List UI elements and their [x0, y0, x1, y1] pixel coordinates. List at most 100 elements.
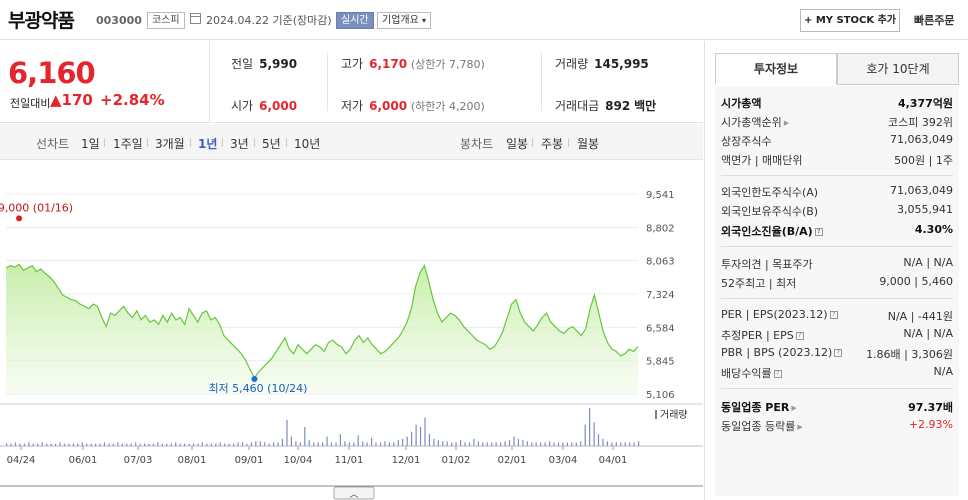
volume-bar [424, 417, 426, 446]
opinion-label: 투자의견 | 목표주가 [721, 258, 813, 271]
volume-bar [112, 443, 114, 446]
period-3y[interactable]: 3년 [230, 137, 249, 151]
volume-bar [28, 442, 30, 446]
y-tick-label: 6,584 [646, 323, 675, 334]
period-1d[interactable]: 1일 [81, 137, 100, 151]
period-5y[interactable]: 5년 [262, 137, 281, 151]
volume-bar [170, 443, 172, 446]
volume-bar [126, 443, 128, 446]
volume-bar [277, 442, 279, 446]
volume-bar [228, 443, 230, 446]
trade-amount: 거래대금 892 백만 [555, 97, 656, 114]
dividend-label: 배당수익률? [721, 365, 782, 381]
foreign-hold-row: 외국인보유주식수(B) 3,055,941 [721, 203, 953, 221]
sector-rate-row[interactable]: 동일업종 등락률 ▶ +2.93% [721, 418, 953, 436]
market-cap-row: 시가총액 4,377억원 [721, 95, 953, 113]
arrow-right-icon: ▶ [791, 404, 797, 412]
volume-bar [90, 443, 92, 446]
volume-bar [46, 443, 48, 446]
foreign-limit-row: 외국인한도주식수(A) 71,063,049 [721, 184, 953, 202]
period-1w[interactable]: 1주일 [113, 137, 143, 151]
market-tag: 코스피 [147, 12, 185, 29]
x-tick-label: 07/03 [124, 455, 153, 466]
info-icon[interactable]: ? [795, 332, 804, 340]
volume-bar [6, 443, 8, 446]
foreign-ratio-label: 외국인소진율(B/A)? [721, 223, 823, 239]
realtime-button[interactable]: 실시간 [336, 12, 374, 29]
corp-overview-dropdown[interactable]: 기업개요 ▾ [377, 12, 432, 29]
volume-bar [348, 442, 350, 446]
face-row: 액면가 | 매매단위 500원 | 1주 [721, 152, 953, 170]
volume-legend: 거래량 [660, 409, 688, 421]
volume-bar [103, 442, 106, 446]
volume-bar [219, 442, 221, 446]
volume-bar [415, 424, 417, 446]
volume-bar [37, 443, 39, 446]
volume-bar [522, 440, 524, 446]
rank-row[interactable]: 시가총액순위 ▶ 코스피 392위 [721, 114, 953, 132]
per-label: PER | EPS(2023.12)? [721, 308, 838, 321]
volume-bar [179, 443, 181, 446]
volume-bar [566, 442, 568, 446]
lower-limit: (하한가 4,200) [410, 100, 485, 113]
volume-bar [281, 438, 284, 446]
sector-per-label: 동일업종 PER ▶ [721, 401, 797, 414]
volume-bar [495, 442, 497, 446]
info-icon[interactable]: ? [773, 370, 782, 378]
quick-order-button[interactable]: 빠른주문 [914, 14, 955, 27]
volume-bar [152, 443, 155, 446]
price-line [5, 263, 639, 380]
tab-invest-info[interactable]: 투자정보 [715, 53, 837, 85]
face-label: 액면가 | 매매단위 [721, 154, 803, 167]
volume-bar [322, 442, 324, 446]
info-icon[interactable]: ? [834, 349, 843, 357]
candle-monthly[interactable]: 월봉 [577, 137, 600, 151]
volume-bar [486, 442, 488, 446]
period-10y[interactable]: 10년 [294, 137, 321, 151]
divider [147, 138, 148, 147]
volume-bar [188, 443, 190, 446]
prev-close: 전일 5,990 [231, 55, 297, 72]
sector-rate-label: 동일업종 등락률 ▶ [721, 420, 803, 433]
volume-bar [197, 443, 199, 446]
candle-weekly[interactable]: 주봉 [541, 137, 564, 151]
volume-bar [63, 443, 66, 446]
est-per-value: N/A | N/A [903, 327, 953, 340]
volume-bar [304, 427, 306, 446]
sector-per-row[interactable]: 동일업종 PER ▶ 97.37배 [721, 399, 953, 417]
volume-bar [72, 443, 74, 446]
arrow-right-icon: ▶ [783, 119, 790, 127]
change-label: 전일대비 [10, 97, 51, 110]
week52-row: 52주최고 | 최저 9,000 | 5,460 [721, 275, 953, 293]
shares-row: 상장주식수 71,063,049 [721, 133, 953, 151]
info-icon[interactable]: ? [814, 228, 823, 236]
volume-bar [201, 442, 203, 446]
volume-bar [144, 443, 146, 446]
volume-bar [55, 443, 57, 446]
x-tick-label: 01/02 [442, 455, 471, 466]
volume-bar [553, 442, 555, 446]
chart-toggle-button[interactable] [333, 486, 375, 500]
volume-bar [482, 442, 484, 446]
volume-bar [273, 442, 275, 446]
volume-bar [451, 442, 453, 446]
tab-orderbook[interactable]: 호가 10단계 [837, 53, 959, 85]
volume-bar [606, 441, 608, 447]
volume-bar [335, 442, 337, 446]
add-mystock-button[interactable]: + MY STOCK 추가 [800, 9, 900, 32]
open-label: 시가 [231, 99, 254, 113]
candle-daily[interactable]: 일봉 [506, 137, 529, 151]
low-annotation: 최저 5,460 (10/24) [208, 382, 307, 395]
volume-bar [366, 442, 368, 446]
chevron-up-icon: ︿ [349, 490, 358, 500]
period-3m[interactable]: 3개월 [155, 137, 185, 151]
est-per-row: 추정PER | EPS? N/A | N/A [721, 327, 953, 345]
volume-bar [344, 441, 346, 447]
period-1y[interactable]: 1년 [198, 137, 218, 151]
volume-bar [246, 443, 248, 446]
info-icon[interactable]: ? [829, 311, 838, 319]
volume-bar [562, 442, 564, 446]
divider [721, 246, 953, 247]
volume-bar [419, 427, 422, 446]
volume-bar [357, 435, 359, 446]
